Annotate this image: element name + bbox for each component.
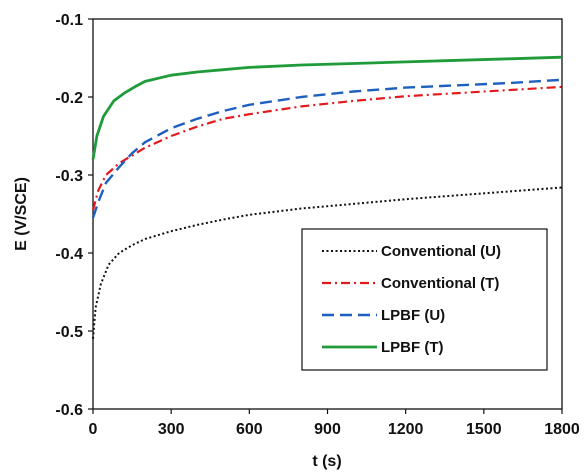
legend-label: Conventional (T) [381,275,499,292]
y-tick-label: -0.6 [55,402,83,419]
y-tick-label: -0.3 [55,168,83,185]
y-axis-title: E (V/SCE) [13,177,30,251]
x-tick-label: 900 [314,421,341,438]
x-axis-title: t (s) [312,453,341,470]
y-tick-label: -0.4 [55,246,83,263]
y-tick-label: -0.5 [55,324,83,341]
legend-label: LPBF (T) [381,339,443,356]
x-tick-label: 300 [158,421,185,438]
x-tick-label: 1200 [388,421,424,438]
x-tick-label: 1800 [544,421,580,438]
y-tick-label: -0.1 [55,12,83,29]
x-tick-label: 1500 [466,421,502,438]
series-line-lpbf-u [91,78,563,219]
legend-label: Conventional (U) [381,243,501,260]
x-tick-label: 600 [236,421,263,438]
series-line-lpbf-t [91,55,563,160]
series-line-conventional-u [92,186,563,339]
y-tick-label: -0.2 [55,90,83,107]
series-line-conventional-t [91,85,563,211]
x-tick-label: 0 [89,421,98,438]
legend: Conventional (U) Conventional (T) LPBF (U)… [301,228,548,371]
legend-label: LPBF (U) [381,307,445,324]
